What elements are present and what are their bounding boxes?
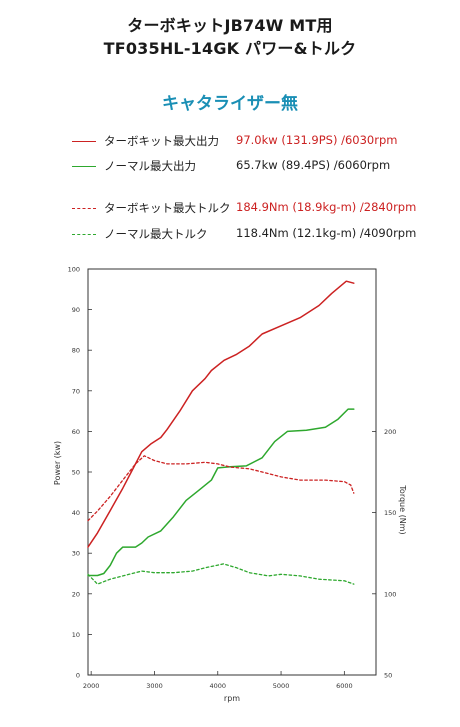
legend-item-normal-power: ノーマル最大出力 65.7kw (89.4PS) /6060rpm [0,157,460,177]
y-right-axis-label: Torque (Nm) [398,484,407,534]
y-left-tick-label: 40 [72,509,80,517]
series-normal-power-line [87,408,355,577]
legend-value: 184.9Nm (18.9kg-m) /2840rpm [236,200,417,214]
legend-swatch [72,234,96,235]
y-left-tick-label: 0 [76,672,80,680]
legend-label: ノーマル最大出力 [104,159,196,173]
y-left-axis-label: Power (kw) [53,441,62,485]
chart-title-line2: TF035HL-14GK パワー&トルク [103,39,357,58]
chart-area: 0 10 20 30 40 50 60 70 80 90 100 50 100 150 200 2000 300… [0,255,460,723]
y-left-tick-label: 80 [72,347,80,355]
series-turbo-power-line [87,280,355,548]
y-left-tick-label: 100 [68,266,80,274]
legend-value: 65.7kw (89.4PS) /6060rpm [236,158,391,172]
y-left-tick-label: 90 [72,306,80,314]
series-normal-torque-line [87,563,355,585]
y-left-tick-label: 60 [72,428,80,436]
y-left-tick-label: 70 [72,387,80,395]
y-right-tick-label: 50 [384,672,392,680]
y-right-tick-label: 100 [384,590,396,598]
x-tick-label: 6000 [336,682,353,690]
legend-label: ノーマル最大トルク [104,227,208,241]
legend-item-turbo-torque: ターボキット最大トルク 184.9Nm (18.9kg-m) /2840rpm [0,199,460,219]
legend-value: 118.4Nm (12.1kg-m) /4090rpm [236,226,417,240]
y-right-tick-label: 150 [384,509,396,517]
legend-value: 97.0kw (131.9PS) /6030rpm [236,133,398,147]
x-tick-label: 5000 [273,682,290,690]
x-tick-label: 4000 [209,682,226,690]
y-left-tick-label: 20 [72,590,80,598]
legend-swatch [72,208,96,209]
legend-swatch [72,141,96,142]
legend-label: ターボキット最大出力 [104,134,219,148]
y-right-tick-label: 200 [384,428,396,436]
legend-swatch [72,166,96,167]
chart-subtitle: キャタライザー無 [162,94,298,114]
chart-title-line1: ターボキットJB74W MT用 [127,16,333,35]
y-left-tick-label: 30 [72,550,80,558]
legend-label: ターボキット最大トルク [104,201,231,215]
y-left-tick-label: 50 [72,469,80,477]
x-tick-label: 2000 [83,682,100,690]
y-left-tick-label: 10 [72,631,80,639]
x-axis-label: rpm [224,694,240,703]
series-turbo-torque-line [87,455,355,522]
legend-item-turbo-power: ターボキット最大出力 97.0kw (131.9PS) /6030rpm [0,132,460,152]
legend-item-normal-torque: ノーマル最大トルク 118.4Nm (12.1kg-m) /4090rpm [0,225,460,245]
x-tick-label: 3000 [146,682,163,690]
power-torque-chart: 0 10 20 30 40 50 60 70 80 90 100 50 100 150 200 2000 300… [53,266,407,704]
